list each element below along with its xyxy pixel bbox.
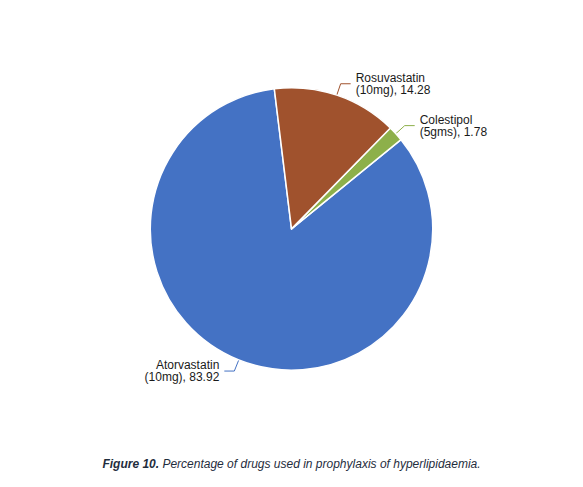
- svg-text:Figure 10.: Figure 10.: [102, 457, 159, 471]
- svg-text:Percentage of drugs used in pr: Percentage of drugs used in prophylaxis …: [159, 457, 481, 471]
- svg-text:(10mg), 14.28: (10mg), 14.28: [356, 83, 431, 97]
- svg-text:(5gms), 1.78: (5gms), 1.78: [420, 125, 488, 139]
- svg-text:(10mg), 83.92: (10mg), 83.92: [145, 370, 220, 384]
- svg-text:Atorvastatin: Atorvastatin: [155, 358, 220, 372]
- svg-text:Colestipol: Colestipol: [419, 112, 473, 127]
- svg-text:Rosuvastatin: Rosuvastatin: [355, 70, 425, 85]
